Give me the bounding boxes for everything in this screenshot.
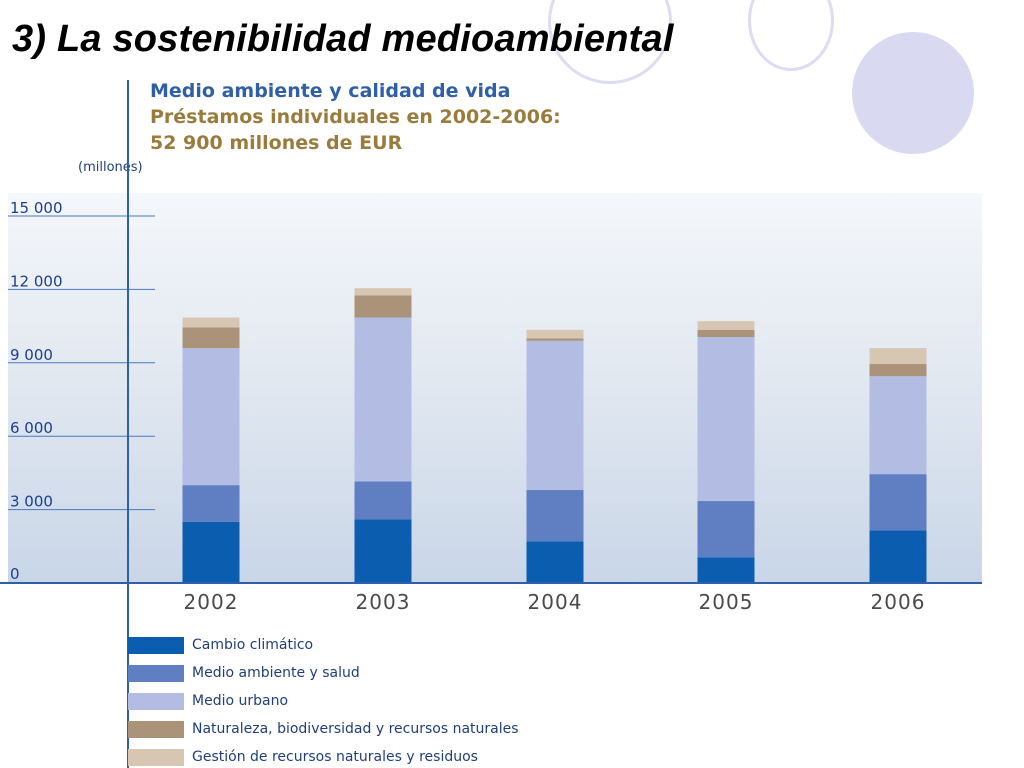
bar-segment — [354, 288, 412, 296]
legend-swatch — [128, 692, 184, 710]
legend-label: Gestión de recursos naturales y residuos — [192, 749, 478, 765]
bar-segment — [182, 317, 240, 328]
y-tick-label: 15 000 — [10, 199, 63, 217]
bar-segment — [182, 348, 240, 486]
bar-segment — [869, 376, 927, 475]
y-axis-label: (millones) — [78, 160, 143, 175]
legend-item: Gestión de recursos naturales y residuos — [128, 748, 478, 766]
bar-segment — [526, 490, 584, 542]
x-tick-label: 2005 — [699, 590, 754, 614]
x-tick-label: 2003 — [356, 590, 411, 614]
bar-segment — [869, 474, 927, 531]
legend-item: Cambio climático — [128, 636, 313, 654]
x-axis-labels: 2002 2003 2004 2005 2006 — [184, 590, 926, 614]
bar-segment — [526, 541, 584, 583]
bar-segment — [526, 329, 584, 339]
decorative-circle — [852, 32, 974, 154]
legend-label: Cambio climático — [192, 637, 314, 653]
chart-title: Medio ambiente y calidad de vida Préstam… — [150, 78, 561, 156]
legend-swatch — [128, 720, 184, 738]
legend-swatch — [128, 664, 184, 682]
chart-title-line-1: Medio ambiente y calidad de vida — [150, 80, 511, 102]
legend-item: Naturaleza, biodiversidad y recursos nat… — [128, 720, 519, 738]
bar-segment — [526, 338, 584, 341]
y-tick-label: 0 — [10, 565, 20, 583]
bar-segment — [697, 321, 755, 330]
bar-segment — [354, 481, 412, 520]
y-axis-ticks: 0 3 000 6 000 9 000 12 000 15 000 — [8, 199, 155, 583]
plot-background — [8, 193, 982, 583]
legend-item: Medio ambiente y salud — [128, 664, 360, 682]
bar-segment — [354, 295, 412, 318]
legend-swatch — [128, 748, 184, 766]
bar-segment — [182, 521, 240, 583]
legend-swatch — [128, 636, 184, 654]
bars — [182, 288, 927, 583]
bar-segment — [697, 337, 755, 502]
bar-segment — [182, 485, 240, 522]
legend-label: Medio urbano — [192, 693, 289, 709]
x-tick-label: 2002 — [184, 590, 239, 614]
legend-label: Medio ambiente y salud — [192, 665, 360, 681]
y-tick-label: 9 000 — [10, 346, 53, 364]
chart-title-line-3: 52 900 millones de EUR — [150, 132, 403, 154]
bar-segment — [869, 348, 927, 365]
bar-segment — [354, 317, 412, 482]
slide-title: 3) La sostenibilidad medioambiental — [12, 18, 674, 60]
bar-segment — [526, 340, 584, 491]
x-tick-label: 2004 — [528, 590, 583, 614]
y-tick-label: 12 000 — [10, 272, 63, 290]
bar-segment — [182, 327, 240, 349]
y-tick-label: 6 000 — [10, 419, 53, 437]
bar-segment — [869, 364, 927, 377]
bar-segment — [697, 501, 755, 558]
chart-title-line-2: Préstamos individuales en 2002-2006: — [150, 106, 561, 128]
bar-segment — [354, 519, 412, 583]
legend-label: Naturaleza, biodiversidad y recursos nat… — [192, 721, 519, 737]
bar-segment — [697, 557, 755, 583]
legend-item: Medio urbano — [128, 692, 288, 710]
bar-segment — [869, 530, 927, 583]
bar-segment — [697, 329, 755, 338]
y-tick-label: 3 000 — [10, 493, 53, 511]
x-tick-label: 2006 — [871, 590, 926, 614]
